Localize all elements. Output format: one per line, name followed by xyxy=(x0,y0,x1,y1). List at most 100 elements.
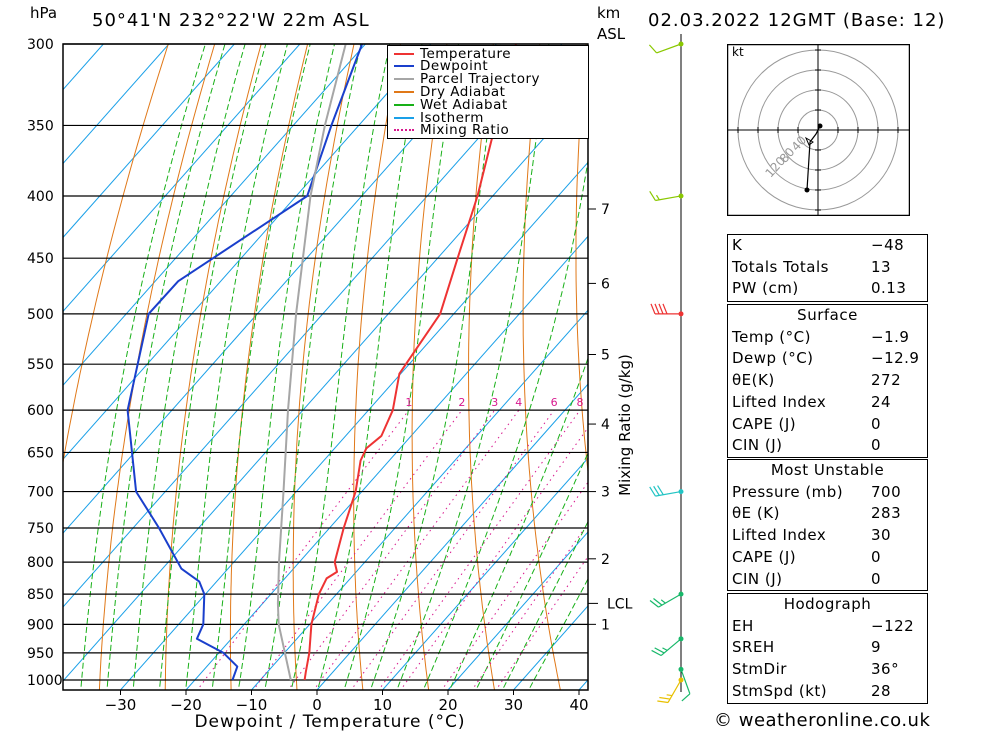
wet-adiabat-line xyxy=(211,44,311,690)
index-label: CAPE (J) xyxy=(732,547,797,566)
footer-credit: © weatheronline.co.uk xyxy=(714,710,931,731)
mixing-ratio-label: 15 xyxy=(632,396,646,409)
index-value: 700 xyxy=(871,482,902,501)
index-value: 283 xyxy=(871,504,902,523)
legend-entry: Isotherm xyxy=(394,109,484,126)
isotherm-line xyxy=(63,44,170,165)
legend-swatch xyxy=(394,90,414,93)
index-label: Pressure (mb) xyxy=(732,482,844,501)
legend-label: Isotherm xyxy=(420,109,484,126)
pressure-tick-label: 900 xyxy=(27,617,54,633)
mixing-ratio-line xyxy=(252,409,463,690)
isotherm-line xyxy=(63,44,563,608)
index-label: θE (K) xyxy=(732,504,780,523)
mixing-ratio-axis-title: Mixing Ratio (g/kg) xyxy=(616,354,634,496)
legend-swatch xyxy=(394,52,414,55)
index-value: 0 xyxy=(871,547,882,566)
index-value: 36° xyxy=(871,660,900,679)
dry-adiabat-line xyxy=(98,44,216,690)
index-value: −12.9 xyxy=(871,349,920,368)
mixing-ratio-line xyxy=(196,409,410,690)
hodograph-point xyxy=(804,187,810,193)
wet-adiabat-line xyxy=(80,44,206,690)
index-value: 13 xyxy=(871,257,892,276)
km-tick-label: 5 xyxy=(601,348,610,364)
index-label: CIN (J) xyxy=(732,436,783,455)
pressure-tick-label: 600 xyxy=(27,403,54,419)
index-row: PW (cm) 0.13 xyxy=(728,278,927,300)
index-row: θE (K) 283 xyxy=(728,503,927,525)
x-tick-label: 0 xyxy=(312,696,322,714)
index-label: StmDir xyxy=(732,660,787,679)
indices-basic-box: K −48 Totals Totals 13 PW (cm) 0.13 xyxy=(727,234,928,302)
isotherm-line xyxy=(316,383,588,690)
index-value: 28 xyxy=(871,681,892,700)
wet-adiabat-line xyxy=(264,44,362,690)
x-tick-label: −20 xyxy=(170,696,202,714)
legend-entry: Mixing Ratio xyxy=(394,122,510,139)
km-tick-label: 2 xyxy=(601,552,610,568)
index-row: CAPE (J) 0 xyxy=(728,547,927,569)
km-tick-label: 4 xyxy=(601,417,610,433)
pressure-tick-label: 450 xyxy=(27,251,54,267)
index-value: 0 xyxy=(871,436,882,455)
index-row: EH −122 xyxy=(728,616,927,638)
wind-barb xyxy=(649,591,684,608)
dry-adiabat-line xyxy=(411,44,448,690)
index-label: CAPE (J) xyxy=(732,414,797,433)
wet-adiabat-line xyxy=(396,44,550,690)
index-value: 30 xyxy=(871,526,892,545)
dry-adiabat-line xyxy=(353,44,401,690)
index-value: 0.13 xyxy=(871,279,907,298)
km-tick-label: 7 xyxy=(601,202,610,218)
pressure-tick-label: 750 xyxy=(27,521,54,537)
isotherm-line xyxy=(63,44,432,460)
chart-legend: Temperature Dewpoint Parcel Trajectory Dry … xyxy=(387,45,589,139)
index-row: θE(K) 272 xyxy=(728,370,927,392)
indices-hodograph-box: Hodograph EH −122 SREH 9 StmDir 36° StmSpd (kt)… xyxy=(727,593,928,704)
legend-entry: Temperature xyxy=(394,46,511,62)
legend-swatch xyxy=(394,103,414,106)
pressure-tick-label: 500 xyxy=(27,307,54,323)
index-label: PW (cm) xyxy=(732,279,799,298)
index-row: SREH 9 xyxy=(728,637,927,659)
index-row: Pressure (mb) 700 xyxy=(728,482,927,504)
pressure-tick-label: 300 xyxy=(27,37,54,53)
index-label: Temp (°C) xyxy=(732,327,811,346)
index-row: CAPE (J) 0 xyxy=(728,414,927,436)
pressure-tick-label: 350 xyxy=(27,118,54,134)
index-row: Lifted Index 24 xyxy=(728,392,927,414)
index-section-title: Surface xyxy=(797,306,858,324)
x-tick-label: 20 xyxy=(438,696,457,714)
index-section-title: Most Unstable xyxy=(770,461,885,479)
lcl-label: LCL xyxy=(607,596,633,612)
wind-barb xyxy=(657,677,684,704)
legend-swatch xyxy=(394,129,414,132)
pressure-tick-label: 950 xyxy=(27,646,54,662)
mixing-ratio-line xyxy=(287,409,496,690)
pressure-tick-label: 550 xyxy=(27,357,54,373)
index-row: CIN (J) 0 xyxy=(728,569,927,591)
wind-barb xyxy=(650,303,684,317)
isotherm-line xyxy=(382,457,588,690)
index-value: −48 xyxy=(871,236,905,254)
isotherm-line xyxy=(251,309,588,690)
wet-adiabat-line xyxy=(237,44,336,690)
index-label: StmSpd (kt) xyxy=(732,681,828,700)
legend-entry: Wet Adiabat xyxy=(394,97,508,113)
index-value: 0 xyxy=(871,414,882,433)
datetime-title: 02.03.2022 12GMT (Base: 12) xyxy=(648,10,946,31)
indices-surface-box: Surface Temp (°C) −1.9 Dewp (°C) −12.9 θE(K) 2… xyxy=(727,304,928,458)
dry-adiabat-line xyxy=(958,44,1000,696)
legend-label: Mixing Ratio xyxy=(420,122,510,139)
legend-swatch xyxy=(394,65,414,68)
index-label: Dewp (°C) xyxy=(732,349,814,368)
pressure-unit-label: hPa xyxy=(30,4,58,22)
x-tick-label: −10 xyxy=(236,696,268,714)
pressure-tick-label: 850 xyxy=(27,587,54,603)
index-row: Temp (°C) −1.9 xyxy=(728,327,927,349)
index-value: 9 xyxy=(871,638,882,657)
legend-entry: Parcel Trajectory xyxy=(394,71,540,87)
